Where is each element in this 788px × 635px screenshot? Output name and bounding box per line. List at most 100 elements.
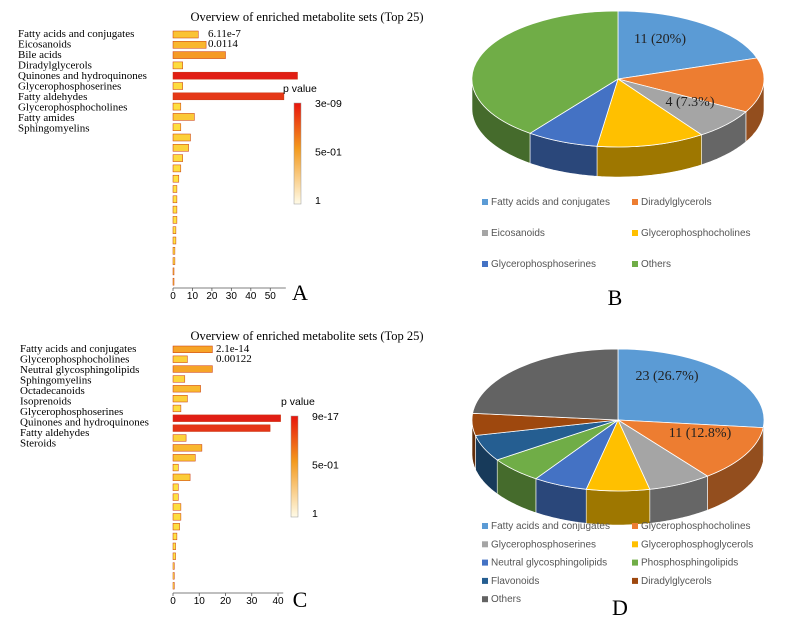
category-label: Sphingomyelins bbox=[20, 375, 92, 387]
bar bbox=[172, 113, 195, 121]
x-tick-label: 50 bbox=[265, 291, 277, 302]
legend-swatch bbox=[482, 523, 488, 529]
pie-panel-D: 23 (26.7%) 11 (12.8%) Fatty acids and conj… bbox=[471, 348, 765, 620]
category-label: Sphingomyelins bbox=[18, 123, 90, 135]
bar bbox=[172, 144, 189, 152]
bar bbox=[172, 444, 203, 452]
legend-swatch bbox=[632, 261, 638, 267]
bar bbox=[172, 375, 186, 383]
bar bbox=[172, 355, 188, 363]
bar bbox=[172, 267, 175, 276]
x-tick-label: 20 bbox=[206, 291, 218, 302]
pie-slice bbox=[616, 419, 764, 477]
bar bbox=[172, 365, 213, 373]
legend-swatch bbox=[632, 541, 638, 548]
bar bbox=[172, 542, 176, 550]
pie-slice bbox=[471, 10, 619, 134]
bar bbox=[172, 61, 183, 70]
legend-swatch bbox=[632, 199, 638, 205]
legend-label: Glycerophosphocholines bbox=[641, 521, 751, 532]
legend-swatch bbox=[482, 199, 488, 205]
legend-swatch bbox=[482, 577, 488, 584]
colorbar-tick-label: 1 bbox=[312, 508, 318, 520]
bar bbox=[172, 236, 177, 245]
x-tick-label: 10 bbox=[187, 291, 199, 302]
pie-slice-label: 11 (12.8%) bbox=[669, 426, 732, 441]
bar bbox=[172, 71, 298, 80]
panel-label: A bbox=[292, 280, 308, 305]
bar bbox=[172, 102, 182, 111]
category-label: Neutral glycosphingolipids bbox=[20, 364, 139, 376]
panel-label: D bbox=[612, 595, 628, 620]
pie-slice-label: 23 (26.7%) bbox=[636, 369, 699, 384]
bar bbox=[172, 345, 213, 353]
bar bbox=[172, 205, 178, 214]
category-label: Glycerophosphocholines bbox=[20, 354, 129, 366]
bar bbox=[172, 454, 196, 462]
legend-label: Others bbox=[491, 594, 521, 605]
bar bbox=[172, 195, 178, 204]
bar bbox=[172, 133, 191, 142]
bar bbox=[172, 385, 201, 393]
pie-slice bbox=[472, 348, 619, 421]
category-label: Steroids bbox=[20, 438, 56, 450]
category-label: Quinones and hydroquinones bbox=[20, 417, 149, 429]
bar bbox=[172, 247, 176, 255]
bar bbox=[172, 154, 183, 162]
x-tick-label: 20 bbox=[220, 596, 232, 607]
category-label: Fatty aldehydes bbox=[18, 91, 87, 103]
legend-swatch bbox=[482, 261, 488, 267]
legend-label: Phosphosphingolipids bbox=[641, 558, 738, 569]
x-tick-label: 30 bbox=[246, 596, 258, 607]
pie-slice bbox=[617, 348, 765, 429]
bar bbox=[172, 123, 182, 131]
category-label: Fatty aldehydes bbox=[20, 427, 89, 439]
colorbar-tick-label: 3e-09 bbox=[315, 98, 342, 110]
bar bbox=[172, 463, 179, 472]
colorbar-tick-label: 1 bbox=[315, 195, 321, 207]
category-label: Eicosanoids bbox=[18, 39, 71, 51]
pie-slice-label: 4 (7.3%) bbox=[666, 95, 715, 110]
bar-annotation: 0.00122 bbox=[216, 353, 252, 365]
colorbar-tick-label: 5e-01 bbox=[312, 460, 339, 472]
bar bbox=[172, 532, 178, 541]
x-tick-label: 40 bbox=[272, 596, 284, 607]
panel-label: C bbox=[293, 587, 308, 612]
legend-label: Glycerophosphoglycerols bbox=[641, 539, 753, 550]
category-label: Glycerophosphocholines bbox=[18, 102, 127, 114]
colorbar bbox=[290, 415, 299, 518]
legend-swatch bbox=[632, 559, 638, 566]
bar bbox=[172, 216, 178, 224]
legend-label: Fatty acids and conjugates bbox=[491, 521, 610, 532]
legend-swatch bbox=[482, 559, 488, 566]
category-label: Fatty acids and conjugates bbox=[20, 343, 136, 355]
bar bbox=[172, 483, 179, 491]
bar bbox=[172, 572, 175, 580]
category-label: Quinones and hydroquinones bbox=[18, 70, 147, 82]
bar bbox=[172, 562, 175, 570]
bar bbox=[172, 513, 182, 521]
x-tick-label: 40 bbox=[245, 291, 257, 302]
bar bbox=[172, 552, 176, 560]
bar bbox=[172, 523, 180, 531]
x-tick-label: 0 bbox=[170, 291, 176, 302]
legend-label: Diradylglycerols bbox=[641, 576, 712, 587]
legend-label: Neutral glycosphingolipids bbox=[491, 558, 607, 569]
bar bbox=[172, 414, 281, 422]
chart-title: Overview of enriched metabolite sets (To… bbox=[190, 10, 423, 24]
bar bbox=[172, 503, 182, 511]
legend-swatch bbox=[482, 230, 488, 236]
category-label: Octadecanoids bbox=[20, 385, 85, 397]
bar bbox=[172, 82, 183, 90]
bar bbox=[172, 257, 176, 265]
chart-title: Overview of enriched metabolite sets (To… bbox=[190, 329, 423, 343]
bar bbox=[172, 41, 207, 49]
bar bbox=[172, 434, 187, 442]
category-label: Fatty acids and conjugates bbox=[18, 28, 134, 40]
bar-panel-C: Overview of enriched metabolite sets (To… bbox=[20, 329, 424, 612]
bar bbox=[172, 164, 182, 173]
pie-panel-B: 11 (20%) 4 (7.3%) Fatty acids and conjugat… bbox=[471, 10, 765, 310]
bar bbox=[172, 51, 226, 59]
panel-label: B bbox=[608, 285, 623, 310]
